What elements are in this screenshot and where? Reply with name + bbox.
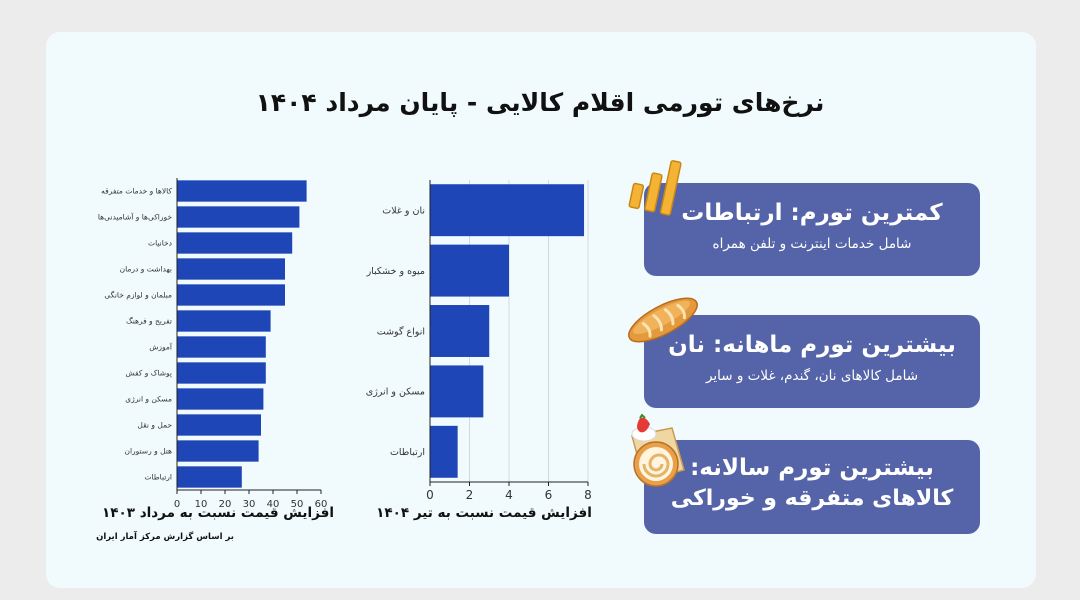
bar xyxy=(177,440,259,462)
bar xyxy=(177,232,293,254)
bread-icon xyxy=(628,297,698,343)
bar xyxy=(177,388,264,410)
category-label: دخانیات xyxy=(148,239,172,248)
tick-label: 50 xyxy=(291,499,304,510)
info-box-headline: کمترین تورم: ارتباطات xyxy=(681,200,943,226)
tick-label: 0 xyxy=(426,488,434,502)
category-label: بهداشت و درمان xyxy=(120,265,172,274)
tick-label: 40 xyxy=(267,499,280,510)
info-box-headline: بیشترین تورم ماهانه: نان xyxy=(668,332,956,358)
category-label: مبلمان و لوازم خانگی xyxy=(104,291,172,300)
category-label: نان و غلات xyxy=(382,206,425,217)
category-label: آموزش xyxy=(149,342,173,352)
signal-bars-icon xyxy=(628,160,682,216)
tick-label: 4 xyxy=(505,488,513,502)
tick-label: 8 xyxy=(584,488,592,502)
bar xyxy=(430,244,509,297)
category-label: هتل و رستوران xyxy=(124,447,172,456)
info-box-subtitle: شامل کالاهای نان، گندم، غلات و سایر xyxy=(705,368,919,384)
tick-label: 30 xyxy=(243,499,256,510)
x-axis-label-monthly: افزایش قیمت نسبت به تیر ۱۴۰۴ xyxy=(376,505,592,521)
bar xyxy=(177,336,266,358)
bar xyxy=(430,184,585,237)
category-label: مسکن و انرژی xyxy=(366,387,425,398)
info-box-subtitle: کالاهای متفرقه و خوراکی xyxy=(670,486,954,511)
bar xyxy=(177,206,300,228)
chart-monthly: نان و غلات میوه و خشکبار انواع گوشت مسکن و … xyxy=(366,180,592,502)
category-label: میوه و خشکبار xyxy=(366,266,425,277)
tick-label: 10 xyxy=(195,499,208,510)
category-label: کالاها و خدمات متفرقه xyxy=(101,187,172,196)
bar xyxy=(430,305,490,357)
tick-label: 60 xyxy=(315,499,328,510)
bar xyxy=(177,362,266,384)
tick-label: 20 xyxy=(219,499,232,510)
category-label: مسکن و انرژی xyxy=(125,395,172,404)
info-box-monthly: بیشترین تورم ماهانه: نان شامل کالاهای نا… xyxy=(644,315,980,408)
info-box-annual: بیشترین تورم سالانه: کالاهای متفرقه و خو… xyxy=(644,440,980,534)
bar xyxy=(430,365,484,418)
source-note: بر اساس گزارش مرکز آمار ایران xyxy=(96,532,234,542)
category-label: تفریح و فرهنگ xyxy=(126,317,172,326)
category-label: ارتباطات xyxy=(390,447,425,458)
bar xyxy=(430,425,458,478)
info-box-headline: بیشترین تورم سالانه: xyxy=(690,455,934,481)
category-label: پوشاک و کفش xyxy=(125,369,172,378)
cake-roll-icon xyxy=(631,414,685,487)
tick-label: 0 xyxy=(174,499,180,510)
bar xyxy=(177,466,242,488)
bar xyxy=(177,414,261,436)
category-label: ارتباطات xyxy=(144,473,172,482)
category-label: خوراکی‌ها و آشامیدنی‌ها xyxy=(98,212,172,222)
bar xyxy=(177,310,271,332)
info-box-subtitle: شامل خدمات اینترنت و تلفن همراه xyxy=(712,236,912,252)
bar xyxy=(177,180,307,202)
bar xyxy=(177,284,285,306)
bar xyxy=(177,258,285,280)
tick-label: 2 xyxy=(466,488,474,502)
page-title: نرخ‌های تورمی اقلام کالایی - پایان مرداد… xyxy=(255,88,825,117)
chart-annual: کالاها و خدمات متفرقه خوراکی‌ها و آشامیدن… xyxy=(98,178,328,510)
x-axis-label-annual: افزایش قیمت نسبت به مرداد ۱۴۰۳ xyxy=(102,505,334,521)
tick-label: 6 xyxy=(545,488,553,502)
category-label: انواع گوشت xyxy=(377,325,425,337)
info-box-lowest: کمترین تورم: ارتباطات شامل خدمات اینترنت… xyxy=(644,183,980,276)
category-label: حمل و نقل xyxy=(137,421,172,430)
